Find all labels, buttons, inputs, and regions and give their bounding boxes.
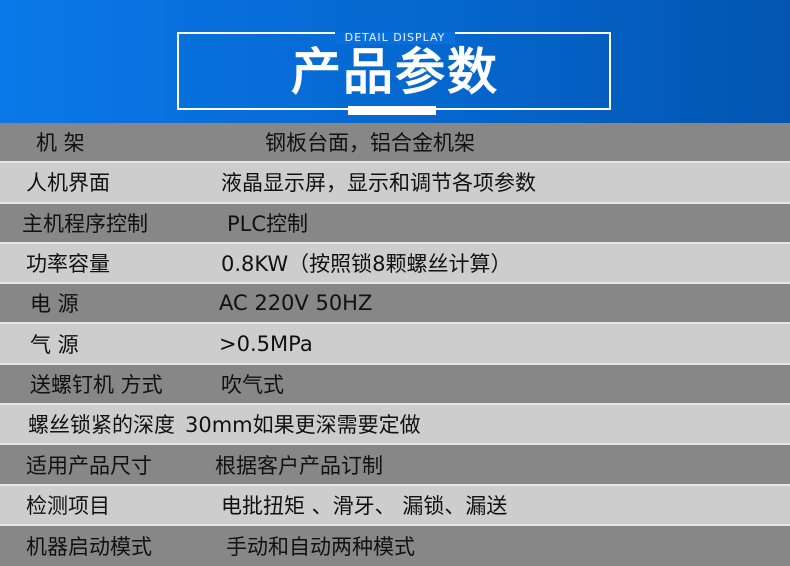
subtitle: DETAIL DISPLAY: [0, 26, 790, 45]
spec-label: 机器启动模式: [26, 535, 152, 560]
spec-value: PLC控制: [227, 211, 309, 236]
spec-table: 机 架 钢板台面，铝合金机架 人机界面 液晶显示屏，显示和调节各项参数 主机程序控制…: [0, 123, 790, 566]
page-title: 产品参数: [291, 43, 499, 101]
spec-row: 螺丝锁紧的深度 30mm如果更深需要定做: [0, 405, 790, 446]
subtitle-text: DETAIL DISPLAY: [334, 32, 456, 44]
header-banner: DETAIL DISPLAY 产品参数: [0, 0, 790, 123]
title-underline-bar: [348, 106, 436, 115]
spec-value: >0.5MPa: [219, 331, 313, 356]
spec-value: 30mm如果更深需要定做: [185, 413, 421, 438]
spec-row: 机 架 钢板台面，铝合金机架: [0, 123, 790, 164]
spec-row: 适用产品尺寸 根据客户产品订制: [0, 445, 790, 486]
spec-label: 电 源: [30, 292, 79, 317]
spec-row: 机器启动模式 手动和自动两种模式: [0, 525, 790, 566]
spec-label: 人机界面: [26, 171, 110, 196]
spec-row: 功率容量 0.8KW（按照锁8颗螺丝计算）: [0, 243, 790, 285]
spec-label: 送螺钉机 方式: [30, 372, 163, 397]
spec-value: 电批扭矩 、滑牙、 漏锁、漏送: [221, 493, 508, 518]
spec-value: AC 220V 50HZ: [219, 291, 373, 316]
spec-value: 钢板台面，铝合金机架: [265, 131, 475, 156]
spec-label: 机 架: [36, 131, 85, 156]
spec-value: 0.8KW（按照锁8颗螺丝计算）: [221, 252, 512, 277]
spec-value: 根据客户产品订制: [215, 453, 383, 478]
spec-label: 功率容量: [26, 252, 110, 277]
spec-row: 主机程序控制 PLC控制: [0, 203, 790, 244]
spec-label: 适用产品尺寸: [26, 453, 152, 478]
spec-row: 人机界面 液晶显示屏，显示和调节各项参数: [0, 163, 790, 204]
spec-row: 送螺钉机 方式 吹气式: [0, 364, 790, 406]
spec-label: 检测项目: [26, 493, 110, 518]
spec-row: 气 源 >0.5MPa: [0, 324, 790, 365]
spec-row: 电 源 AC 220V 50HZ: [0, 284, 790, 325]
spec-value: 吹气式: [221, 372, 284, 397]
spec-row: 检测项目 电批扭矩 、滑牙、 漏锁、漏送: [0, 485, 790, 526]
spec-label: 主机程序控制: [22, 211, 148, 236]
spec-label: 螺丝锁紧的深度: [28, 413, 175, 438]
spec-value: 液晶显示屏，显示和调节各项参数: [221, 171, 536, 196]
spec-value: 手动和自动两种模式: [226, 535, 415, 560]
spec-label: 气 源: [30, 332, 79, 357]
